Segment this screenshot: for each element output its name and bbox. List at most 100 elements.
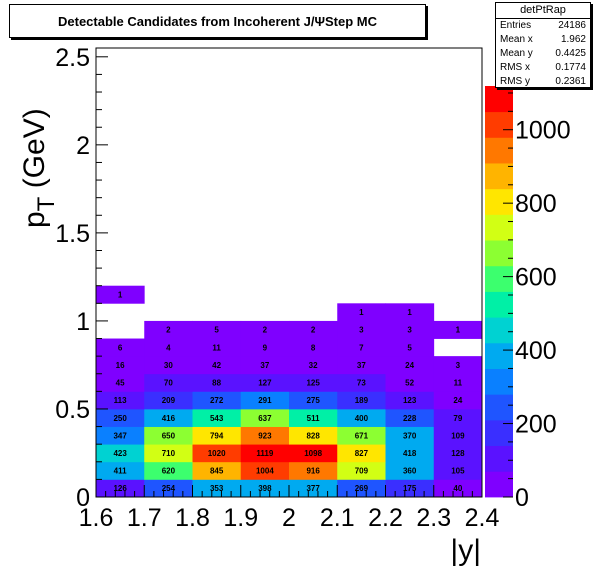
cell-value-label: 845 [210, 467, 224, 476]
stats-label: RMS x [500, 62, 530, 73]
heatmap-cell [337, 391, 386, 410]
cell-value-label: 42 [212, 361, 221, 370]
heatmap-cell [433, 444, 483, 463]
stats-row-entries: Entries 24186 [496, 19, 590, 33]
x-tick-label: 1.8 [175, 504, 210, 532]
heatmap-cell [144, 320, 193, 339]
palette-segment [485, 137, 513, 164]
heatmap-cell [289, 479, 338, 498]
cell-value-label: 370 [403, 431, 417, 440]
cell-value-label: 11 [212, 343, 221, 352]
heatmap-cell [337, 444, 386, 463]
heatmap-cell [433, 391, 483, 410]
heatmap-cell [385, 320, 435, 339]
cell-value-label: 24 [453, 396, 462, 405]
chart-title: Detectable Candidates from Incoherent J/… [9, 4, 426, 38]
cell-value-label: 32 [309, 361, 318, 370]
cell-value-label: 828 [306, 431, 320, 440]
palette-segment [485, 317, 513, 344]
heatmap-cell [144, 461, 193, 480]
heatmap-cell [433, 408, 483, 427]
heatmap-cell [385, 461, 435, 480]
heatmap-cell [240, 426, 290, 445]
heatmap-cell [433, 479, 483, 498]
y-tick-label: 2.5 [55, 44, 90, 72]
heatmap-cell [433, 356, 483, 375]
heatmap-cell [337, 461, 386, 480]
cell-value-label: 2 [311, 326, 316, 335]
cell-value-label: 272 [210, 396, 224, 405]
stats-value: 0.2361 [555, 76, 586, 87]
cell-value-label: 710 [162, 449, 176, 458]
heatmap-cell [96, 461, 145, 480]
heatmap-cell [96, 408, 145, 427]
heatmap-cell [385, 356, 435, 375]
cell-value-label: 1119 [256, 449, 273, 458]
x-tick-label: 2.1 [320, 504, 355, 532]
heatmap-cell [337, 303, 386, 322]
cell-value-label: 7 [359, 343, 364, 352]
cell-value-label: 794 [210, 431, 224, 440]
heatmap-cell [192, 391, 242, 410]
heatmap-cell [144, 338, 193, 357]
heatmap-cell [337, 373, 386, 392]
heatmap-cell [96, 338, 145, 357]
heatmap-cell [289, 338, 338, 357]
heatmap-cell [96, 285, 145, 304]
cell-value-label: 11 [454, 379, 463, 388]
y-tick-label: 0 [76, 484, 90, 512]
cell-value-label: 24 [405, 361, 414, 370]
palette-segment [485, 265, 513, 292]
cell-value-label: 398 [258, 484, 272, 493]
cell-value-label: 916 [306, 467, 320, 476]
y-tick-label: 1 [76, 308, 90, 336]
heatmap-cell [289, 426, 338, 445]
palette-segment [485, 471, 513, 498]
heatmap-cell [192, 408, 242, 427]
chart-title-text: Detectable Candidates from Incoherent J/… [58, 13, 377, 29]
cell-value-label: 88 [212, 379, 221, 388]
cell-value-label: 637 [258, 414, 272, 423]
heatmap-cell [144, 391, 193, 410]
z-tick-label: 0 [515, 484, 529, 512]
y-tick-label: 2 [76, 132, 90, 160]
heatmap-cell [144, 479, 193, 498]
heatmap-cell [144, 356, 193, 375]
stats-value: 24186 [558, 20, 586, 31]
cell-value-label: 353 [210, 484, 224, 493]
heatmap-cell [385, 338, 435, 357]
cell-value-label: 30 [164, 361, 173, 370]
cell-value-label: 671 [355, 431, 369, 440]
x-tick-label: 2.4 [465, 504, 500, 532]
heatmap-cell [385, 426, 435, 445]
heatmap-cell [240, 408, 290, 427]
heatmap-cell [337, 408, 386, 427]
heatmap-cell [144, 408, 193, 427]
cell-value-label: 1020 [208, 449, 226, 458]
cell-value-label: 3 [359, 326, 364, 335]
cell-value-label: 1098 [304, 449, 322, 458]
cell-value-label: 4 [166, 343, 171, 352]
heatmap-cell [337, 338, 386, 357]
heatmap-cell [240, 391, 290, 410]
cell-value-label: 1 [456, 326, 461, 335]
cell-value-label: 1 [359, 308, 364, 317]
cell-value-label: 360 [403, 467, 417, 476]
heatmap-cell [192, 338, 242, 357]
stats-name: detPtRap [496, 3, 590, 19]
cell-value-label: 228 [403, 414, 417, 423]
cell-value-label: 3 [456, 361, 461, 370]
heatmap-cell [385, 373, 435, 392]
palette-segment [485, 240, 513, 267]
stats-box: detPtRap Entries 24186 Mean x 1.962 Mean… [495, 2, 591, 88]
heatmap-cell [337, 320, 386, 339]
palette-segment [485, 368, 513, 395]
heatmap-cell [289, 391, 338, 410]
cell-value-label: 377 [306, 484, 320, 493]
heatmap-cell [144, 373, 193, 392]
cell-value-label: 511 [307, 414, 320, 423]
stats-value: 0.1774 [555, 62, 586, 73]
palette-segment [485, 445, 513, 472]
cell-value-label: 126 [113, 484, 127, 493]
stats-value: 0.4425 [555, 48, 586, 59]
